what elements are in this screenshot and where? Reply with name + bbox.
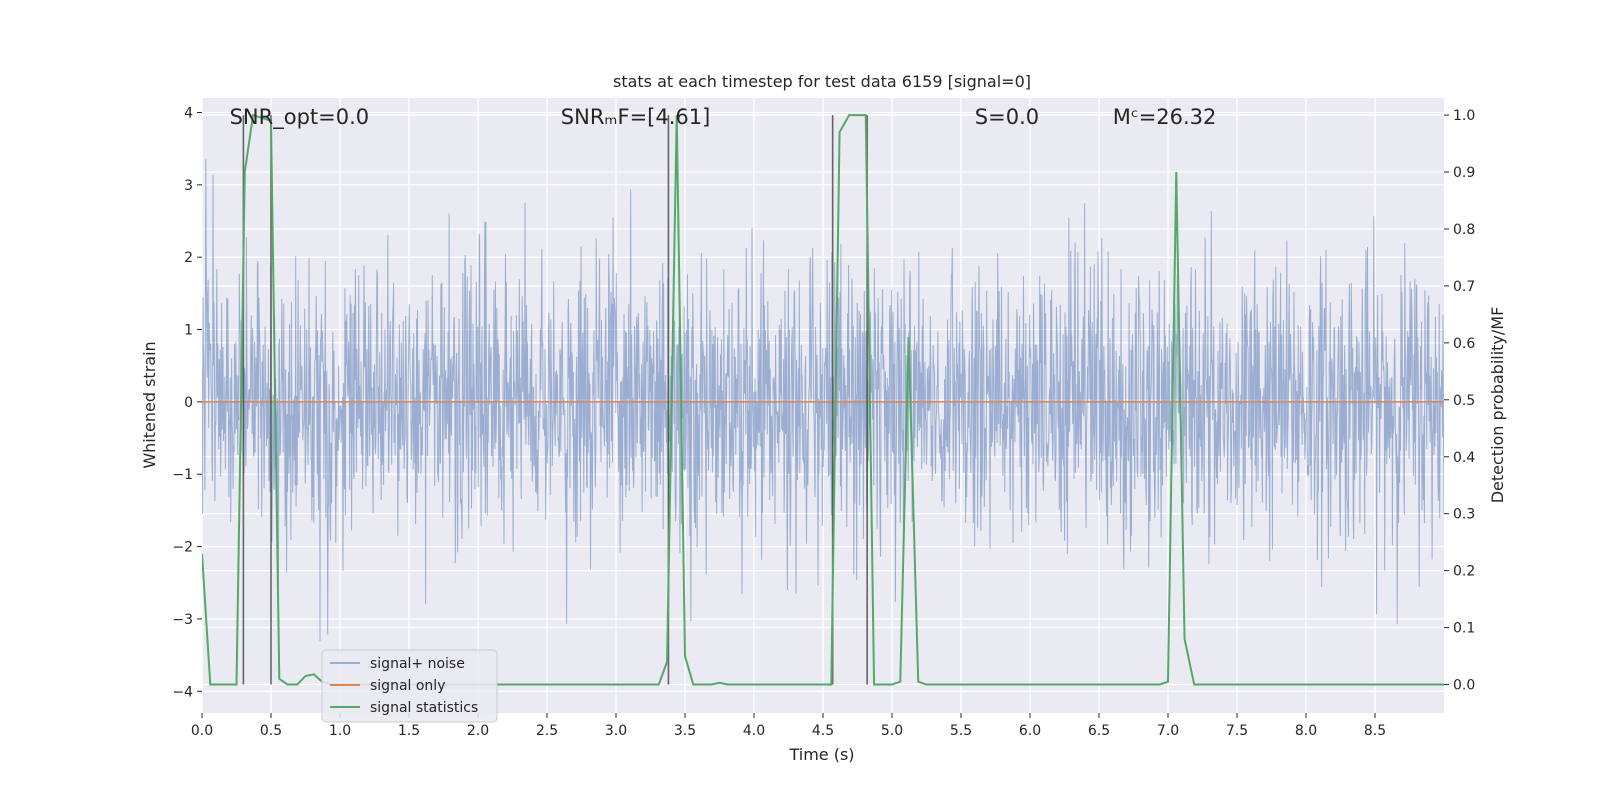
y-tick-label-right: 0.5 bbox=[1453, 393, 1475, 409]
chart-title: stats at each timestep for test data 615… bbox=[613, 72, 1031, 91]
series-signal-statistics bbox=[202, 113, 1444, 686]
y-tick-label-right: 0.8 bbox=[1453, 222, 1475, 238]
legend-label: signal+ noise bbox=[370, 656, 465, 672]
y-axis-label-right: Detection probability/MF bbox=[1488, 307, 1507, 504]
x-tick-label: 8.0 bbox=[1295, 723, 1317, 739]
legend-box bbox=[321, 649, 498, 723]
x-axis-label: Time (s) bbox=[788, 745, 854, 764]
x-tick-label: 4.0 bbox=[743, 723, 765, 739]
x-tick-label: 3.0 bbox=[605, 723, 627, 739]
annotation-text: SNR_opt=0.0 bbox=[230, 105, 370, 130]
y-tick-label-right: 0.9 bbox=[1453, 165, 1475, 181]
y-tick-label-left: 3 bbox=[184, 178, 193, 194]
x-tick-label: 2.0 bbox=[467, 723, 489, 739]
x-tick-label: 7.5 bbox=[1226, 723, 1248, 739]
x-tick-label: 7.0 bbox=[1157, 723, 1179, 739]
x-tick-label: 0.5 bbox=[260, 723, 282, 739]
x-tick-label: 5.0 bbox=[881, 723, 903, 739]
y-tick-label-left: −1 bbox=[172, 467, 193, 483]
x-tick-label: 5.5 bbox=[950, 723, 972, 739]
x-tick-label: 3.5 bbox=[674, 723, 696, 739]
y-tick-label-right: 0.6 bbox=[1453, 336, 1475, 352]
y-tick-label-left: −4 bbox=[172, 684, 193, 700]
y-tick-label-left: −3 bbox=[172, 612, 193, 628]
annotation-text: Mᶜ=26.32 bbox=[1113, 105, 1217, 129]
y-tick-label-left: 2 bbox=[184, 250, 193, 266]
x-tick-label: 4.5 bbox=[812, 723, 834, 739]
y-tick-label-right: 1.0 bbox=[1453, 108, 1475, 124]
x-tick-label: 8.5 bbox=[1364, 723, 1386, 739]
legend-label: signal only bbox=[370, 678, 445, 694]
legend: signal+ noise signal only signal statistic… bbox=[321, 649, 498, 723]
x-tick-label: 1.5 bbox=[398, 723, 420, 739]
annotation-text: SNRₘF=[4.61] bbox=[561, 105, 711, 129]
legend-label: signal statistics bbox=[370, 700, 478, 716]
y-tick-label-right: 0.3 bbox=[1453, 507, 1475, 523]
y-tick-label-right: 0.7 bbox=[1453, 279, 1475, 295]
y-tick-label-right: 0.2 bbox=[1453, 564, 1475, 580]
y-tick-label-right: 0.0 bbox=[1453, 678, 1475, 694]
y-tick-label-left: 4 bbox=[184, 105, 193, 121]
series-signal-noise bbox=[202, 159, 1444, 642]
y-tick-label-left: −2 bbox=[172, 540, 193, 556]
x-tick-label: 1.0 bbox=[329, 723, 351, 739]
x-tick-label: 2.5 bbox=[536, 723, 558, 739]
x-tick-label: 6.5 bbox=[1088, 723, 1110, 739]
annotation-text: S=0.0 bbox=[975, 105, 1039, 129]
x-tick-label: 6.0 bbox=[1019, 723, 1041, 739]
y-tick-label-right: 0.1 bbox=[1453, 621, 1475, 637]
y-axis-label-left: Whitened strain bbox=[140, 341, 159, 468]
y-tick-label-left: 0 bbox=[184, 395, 193, 411]
y-tick-label-right: 0.4 bbox=[1453, 450, 1475, 466]
y-tick-label-left: 1 bbox=[184, 323, 193, 339]
x-tick-label: 0.0 bbox=[191, 723, 213, 739]
